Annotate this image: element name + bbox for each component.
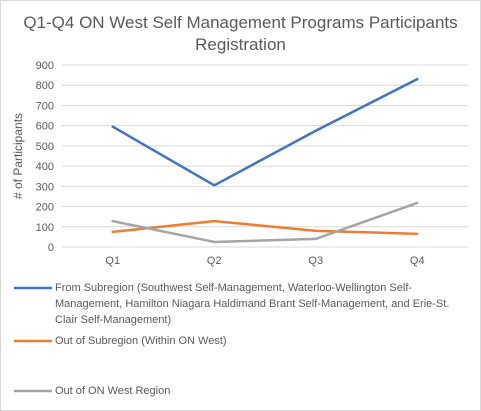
y-tick-label-500: 500 (36, 141, 54, 153)
y-axis-label: # of Participants (11, 113, 25, 199)
series-from-subregion-line (111, 77, 419, 187)
series-out-of-subregion-line (111, 219, 419, 236)
y-axis-tick-labels: 0 100 200 300 400 500 600 700 800 900 (36, 60, 54, 254)
y-tick-label-200: 200 (36, 202, 54, 214)
chart-title-line1: Q1-Q4 ON West Self Management Programs P… (23, 13, 458, 32)
x-tick-label-q1: Q1 (105, 255, 120, 267)
legend-label-out-of-subregion: Out of Subregion (Within ON West) (55, 335, 227, 347)
x-tick-label-q4: Q4 (410, 255, 425, 267)
y-tick-label-800: 800 (36, 80, 54, 92)
x-axis-tick-labels: Q1 Q2 Q3 Q4 (105, 255, 424, 267)
y-tick-label-100: 100 (36, 222, 54, 234)
legend-label-from-subregion: From Subregion (Southwest Self-Managemen… (55, 282, 450, 326)
y-tick-label-0: 0 (48, 242, 54, 254)
x-tick-label-q3: Q3 (308, 255, 323, 267)
y-tick-label-300: 300 (36, 181, 54, 193)
x-tick-label-q2: Q2 (207, 255, 222, 267)
series-out-of-on-west-line (111, 201, 419, 244)
y-tick-label-600: 600 (36, 121, 54, 133)
y-tick-label-900: 900 (36, 60, 54, 72)
gridlines (62, 64, 468, 248)
legend-label-out-of-on-west: Out of ON West Region (55, 385, 171, 397)
series-lines (111, 77, 419, 244)
y-tick-label-700: 700 (36, 100, 54, 112)
y-tick-label-400: 400 (36, 161, 54, 173)
chart-title-line2: Registration (195, 35, 286, 54)
legend-swatches (14, 286, 52, 393)
